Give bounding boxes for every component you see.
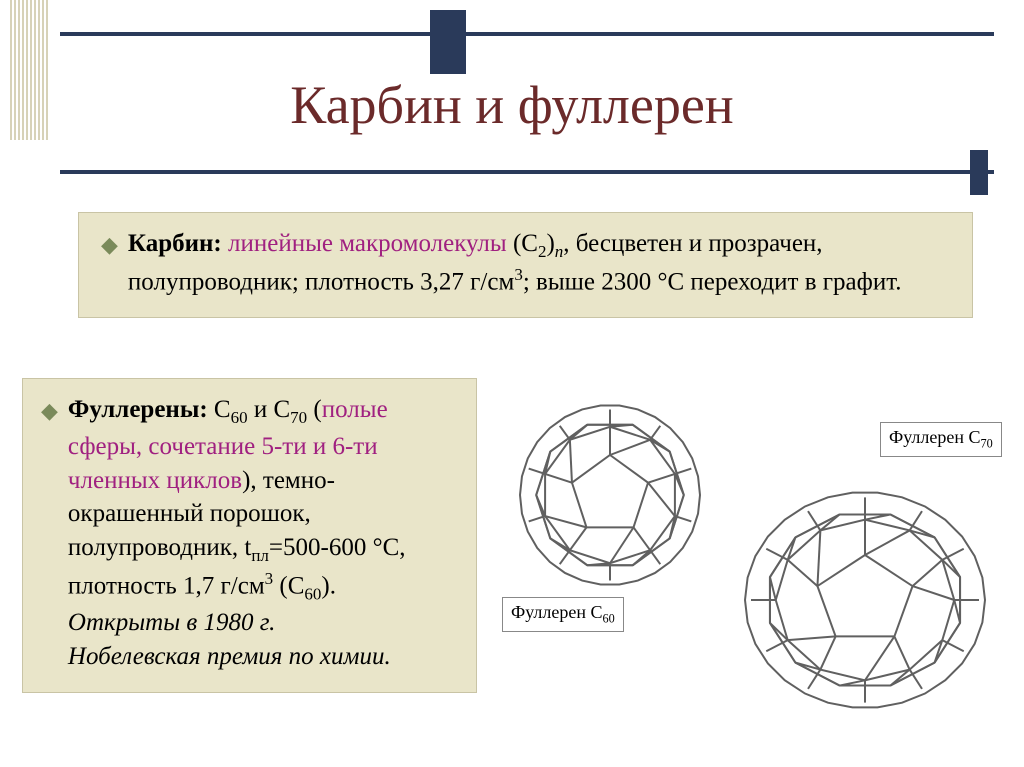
label-c70-pre: Фуллерен C bbox=[889, 427, 981, 447]
fullerene-sup3: 3 bbox=[265, 569, 274, 588]
fullerene-text: Фуллерены: С60 и С70 (полые сферы, сочет… bbox=[68, 393, 458, 674]
carbine-text: Карбин: линейные макромолекулы (C2)n, бе… bbox=[128, 227, 950, 299]
fullerene-close: ). bbox=[321, 572, 336, 599]
fullerene-italic-1: Открыты в 1980 г. bbox=[68, 609, 276, 636]
label-c70: Фуллерен C70 bbox=[880, 422, 1002, 457]
bullet-icon: ◆ bbox=[41, 393, 58, 674]
fullerene-mid1: и С bbox=[248, 396, 291, 423]
fullerene-open: ( bbox=[307, 396, 322, 423]
page-title: Карбин и фуллерен bbox=[0, 74, 1024, 136]
fullerene-f1: С bbox=[214, 396, 231, 423]
fullerene-italic-2: Нобелевская премия по химии. bbox=[68, 643, 391, 670]
accent-block-1 bbox=[430, 10, 466, 74]
carbine-sub-n: n bbox=[555, 242, 564, 261]
fullerene-lead: Фуллерены: bbox=[68, 396, 214, 423]
bullet-icon: ◆ bbox=[101, 227, 118, 299]
fullerene-c60paren: (С bbox=[273, 572, 304, 599]
carbine-box: ◆ Карбин: линейные макромолекулы (C2)n, … bbox=[78, 212, 973, 318]
fullerene-sub70: 70 bbox=[290, 408, 307, 427]
fullerene-sub-pl: пл bbox=[251, 546, 269, 565]
fullerene-sub60: 60 bbox=[231, 408, 248, 427]
carbine-lead: Карбин: bbox=[128, 230, 228, 257]
fullerene-sub60-2: 60 bbox=[304, 584, 321, 603]
rule-bottom bbox=[60, 170, 994, 174]
fullerene-box: ◆ Фуллерены: С60 и С70 (полые сферы, соч… bbox=[22, 378, 477, 693]
carbine-purple: линейные макромолекулы bbox=[228, 230, 507, 257]
carbine-sup3: 3 bbox=[514, 265, 523, 284]
rule-top bbox=[60, 32, 994, 36]
label-c60-sub: 60 bbox=[603, 612, 615, 626]
label-c60-pre: Фуллерен C bbox=[511, 602, 603, 622]
carbine-f-prefix: (C bbox=[507, 230, 538, 257]
fullerene-c60-diagram bbox=[510, 395, 710, 595]
fullerene-c70-diagram bbox=[735, 470, 995, 730]
carbine-f-mid: ) bbox=[546, 230, 554, 257]
label-c60: Фуллерен C60 bbox=[502, 597, 624, 632]
label-c70-sub: 70 bbox=[981, 437, 993, 451]
carbine-tail: ; выше 2300 °C переходит в графит. bbox=[523, 268, 902, 295]
accent-block-2 bbox=[970, 150, 988, 195]
